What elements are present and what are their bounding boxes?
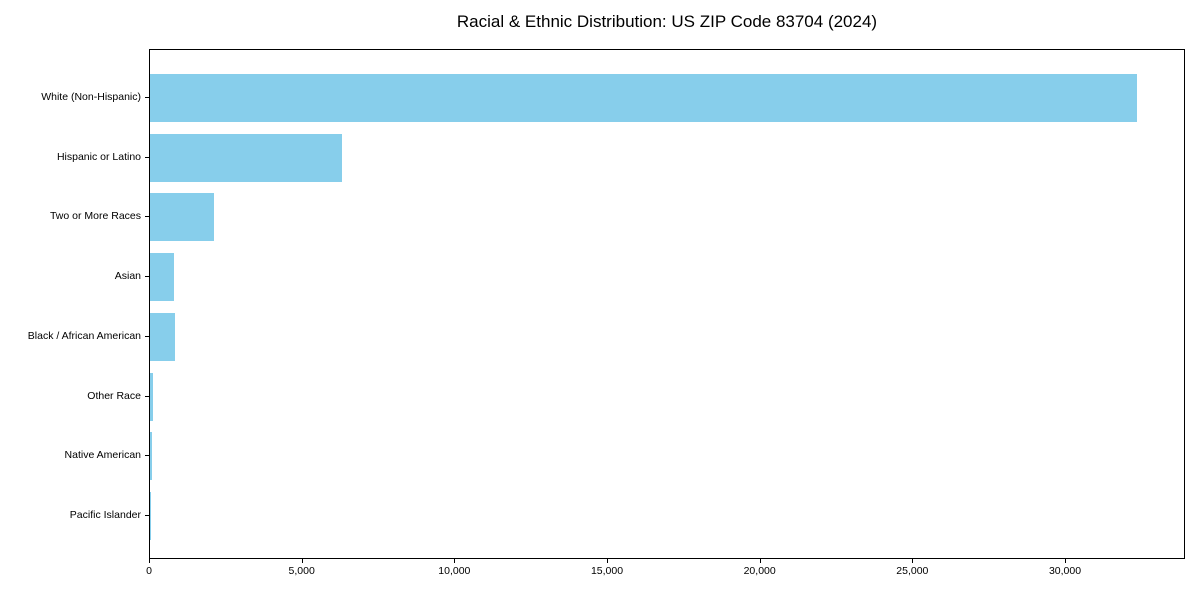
y-tick-mark bbox=[145, 514, 149, 516]
x-tick-mark bbox=[149, 559, 150, 563]
y-tick-mark bbox=[145, 156, 149, 158]
y-tick-label: Black / African American bbox=[27, 329, 141, 342]
plot-area bbox=[149, 49, 1185, 559]
bar bbox=[150, 372, 154, 421]
x-tick-label: 25,000 bbox=[896, 565, 929, 577]
x-tick-label: 5,000 bbox=[288, 565, 315, 577]
bar bbox=[150, 312, 175, 361]
y-tick-mark bbox=[145, 395, 149, 397]
y-tick-mark bbox=[145, 97, 149, 98]
x-tick-label: 10,000 bbox=[438, 565, 471, 577]
y-tick-label: White (Non-Hispanic) bbox=[41, 91, 141, 103]
x-tick-label: 0 bbox=[146, 565, 152, 577]
x-tick-label: 20,000 bbox=[743, 565, 776, 577]
y-tick-label: Other Race bbox=[87, 389, 141, 402]
bar bbox=[150, 432, 153, 481]
x-tick-mark bbox=[912, 559, 914, 563]
chart-title: Racial & Ethnic Distribution: US ZIP Cod… bbox=[456, 12, 878, 31]
x-tick-mark bbox=[759, 559, 761, 563]
y-tick-mark bbox=[145, 276, 149, 278]
y-tick-label: Two or More Races bbox=[49, 210, 141, 223]
y-tick-label: Hispanic or Latino bbox=[56, 150, 141, 163]
bar bbox=[150, 491, 151, 540]
x-tick-mark bbox=[301, 559, 303, 563]
y-tick-mark bbox=[145, 335, 149, 337]
y-tick-label: Asian bbox=[114, 270, 141, 283]
bar bbox=[150, 133, 343, 182]
bar bbox=[150, 74, 1137, 122]
bar bbox=[150, 193, 214, 242]
y-tick-label: Native American bbox=[64, 449, 141, 462]
x-tick-label: 15,000 bbox=[590, 565, 624, 577]
bar bbox=[150, 253, 174, 302]
y-tick-mark bbox=[145, 455, 149, 457]
x-tick-mark bbox=[607, 559, 608, 563]
y-tick-label: Pacific Islander bbox=[69, 508, 141, 521]
x-tick-mark bbox=[1065, 559, 1066, 563]
y-tick-mark bbox=[145, 216, 149, 218]
x-tick-mark bbox=[454, 559, 456, 563]
x-tick-label: 30,000 bbox=[1048, 565, 1082, 577]
